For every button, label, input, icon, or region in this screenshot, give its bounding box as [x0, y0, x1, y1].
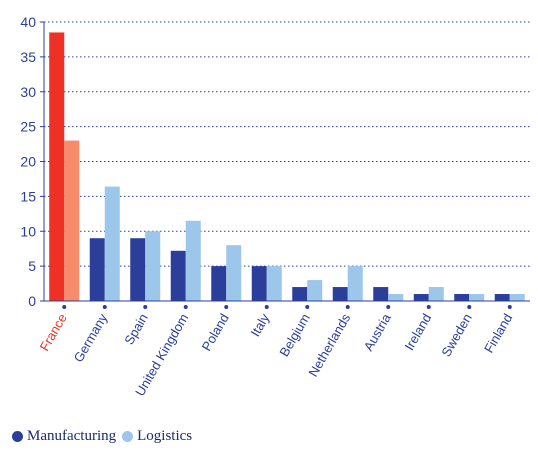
legend-label-manufacturing: Manufacturing — [27, 428, 117, 444]
y-tick-label: 20 — [20, 154, 36, 170]
x-tick-label: Belgium — [276, 311, 312, 359]
bars — [49, 32, 525, 302]
bar-logistics-finland — [509, 294, 525, 301]
bar-logistics-netherlands — [347, 266, 363, 301]
legend-swatch-logistics — [122, 431, 134, 442]
y-tick-label: 35 — [20, 49, 36, 65]
bar-logistics-italy — [266, 266, 282, 301]
bar-manufacturing-netherlands — [332, 287, 348, 301]
bar-manufacturing-poland — [211, 266, 227, 301]
legend-label-logistics: Logistics — [137, 428, 193, 444]
x-tick-dot — [183, 305, 188, 309]
x-tick-label: Poland — [199, 311, 232, 354]
y-tick-label: 15 — [20, 188, 36, 204]
bar-manufacturing-austria — [373, 287, 389, 301]
bar-logistics-austria — [388, 294, 404, 301]
legend-item-logistics: Logistics — [122, 428, 192, 445]
y-tick-label: 0 — [28, 293, 36, 309]
bar-manufacturing-germany — [89, 238, 105, 301]
x-tick-label: Ireland — [401, 311, 434, 353]
bar-logistics-spain — [145, 231, 161, 301]
bar-manufacturing-united-kingdom — [170, 250, 186, 301]
legend-swatch-manufacturing — [12, 431, 23, 442]
x-tick-label: Finland — [481, 311, 515, 355]
bar-logistics-poland — [226, 245, 242, 301]
x-tick-dot — [386, 305, 391, 309]
y-tick-label: 30 — [20, 84, 36, 100]
bar-logistics-sweden — [469, 294, 485, 301]
x-tick-label: Spain — [121, 311, 151, 347]
x-tick-label: Italy — [247, 311, 272, 340]
grid-lines — [44, 21, 530, 267]
bar-manufacturing-belgium — [292, 287, 308, 301]
bar-logistics-france — [64, 140, 80, 301]
x-tick-label: Austria — [361, 310, 395, 353]
bar-logistics-belgium — [307, 280, 323, 301]
x-tick-label: Netherlands — [305, 311, 353, 380]
x-tick-label: France — [37, 311, 70, 354]
legend-item-manufacturing: Manufacturing — [12, 428, 116, 445]
x-tick-dot — [102, 305, 107, 309]
x-tick-dot — [143, 305, 148, 309]
legend: Manufacturing Logistics — [12, 428, 198, 445]
bar-logistics-united-kingdom — [185, 220, 201, 301]
y-tick-label: 10 — [20, 223, 36, 239]
bar-manufacturing-ireland — [413, 294, 429, 301]
bar-logistics-ireland — [428, 287, 444, 301]
bar-manufacturing-italy — [251, 266, 267, 301]
x-tick-dot — [224, 305, 229, 309]
bar-manufacturing-spain — [130, 238, 146, 301]
x-tick-dot — [62, 305, 67, 309]
bar-manufacturing-france — [49, 32, 65, 302]
x-tick-dot — [507, 305, 512, 309]
y-tick-label: 40 — [20, 14, 36, 30]
x-tick-label: Sweden — [438, 311, 474, 359]
y-tick-label: 5 — [28, 258, 36, 274]
bar-manufacturing-sweden — [454, 294, 470, 301]
bar-manufacturing-finland — [494, 294, 510, 301]
x-tick-dot — [264, 305, 269, 309]
bar-logistics-germany — [104, 186, 120, 301]
x-tick-dot — [345, 305, 350, 309]
y-tick-label: 25 — [20, 119, 36, 135]
x-tick-dot — [305, 305, 310, 309]
x-tick-label: Germany — [71, 311, 111, 365]
x-tick-dot — [426, 305, 431, 309]
y-axis-ticks: 0 5 10 15 20 25 30 35 40 — [20, 14, 44, 309]
x-tick-dot — [467, 305, 472, 309]
